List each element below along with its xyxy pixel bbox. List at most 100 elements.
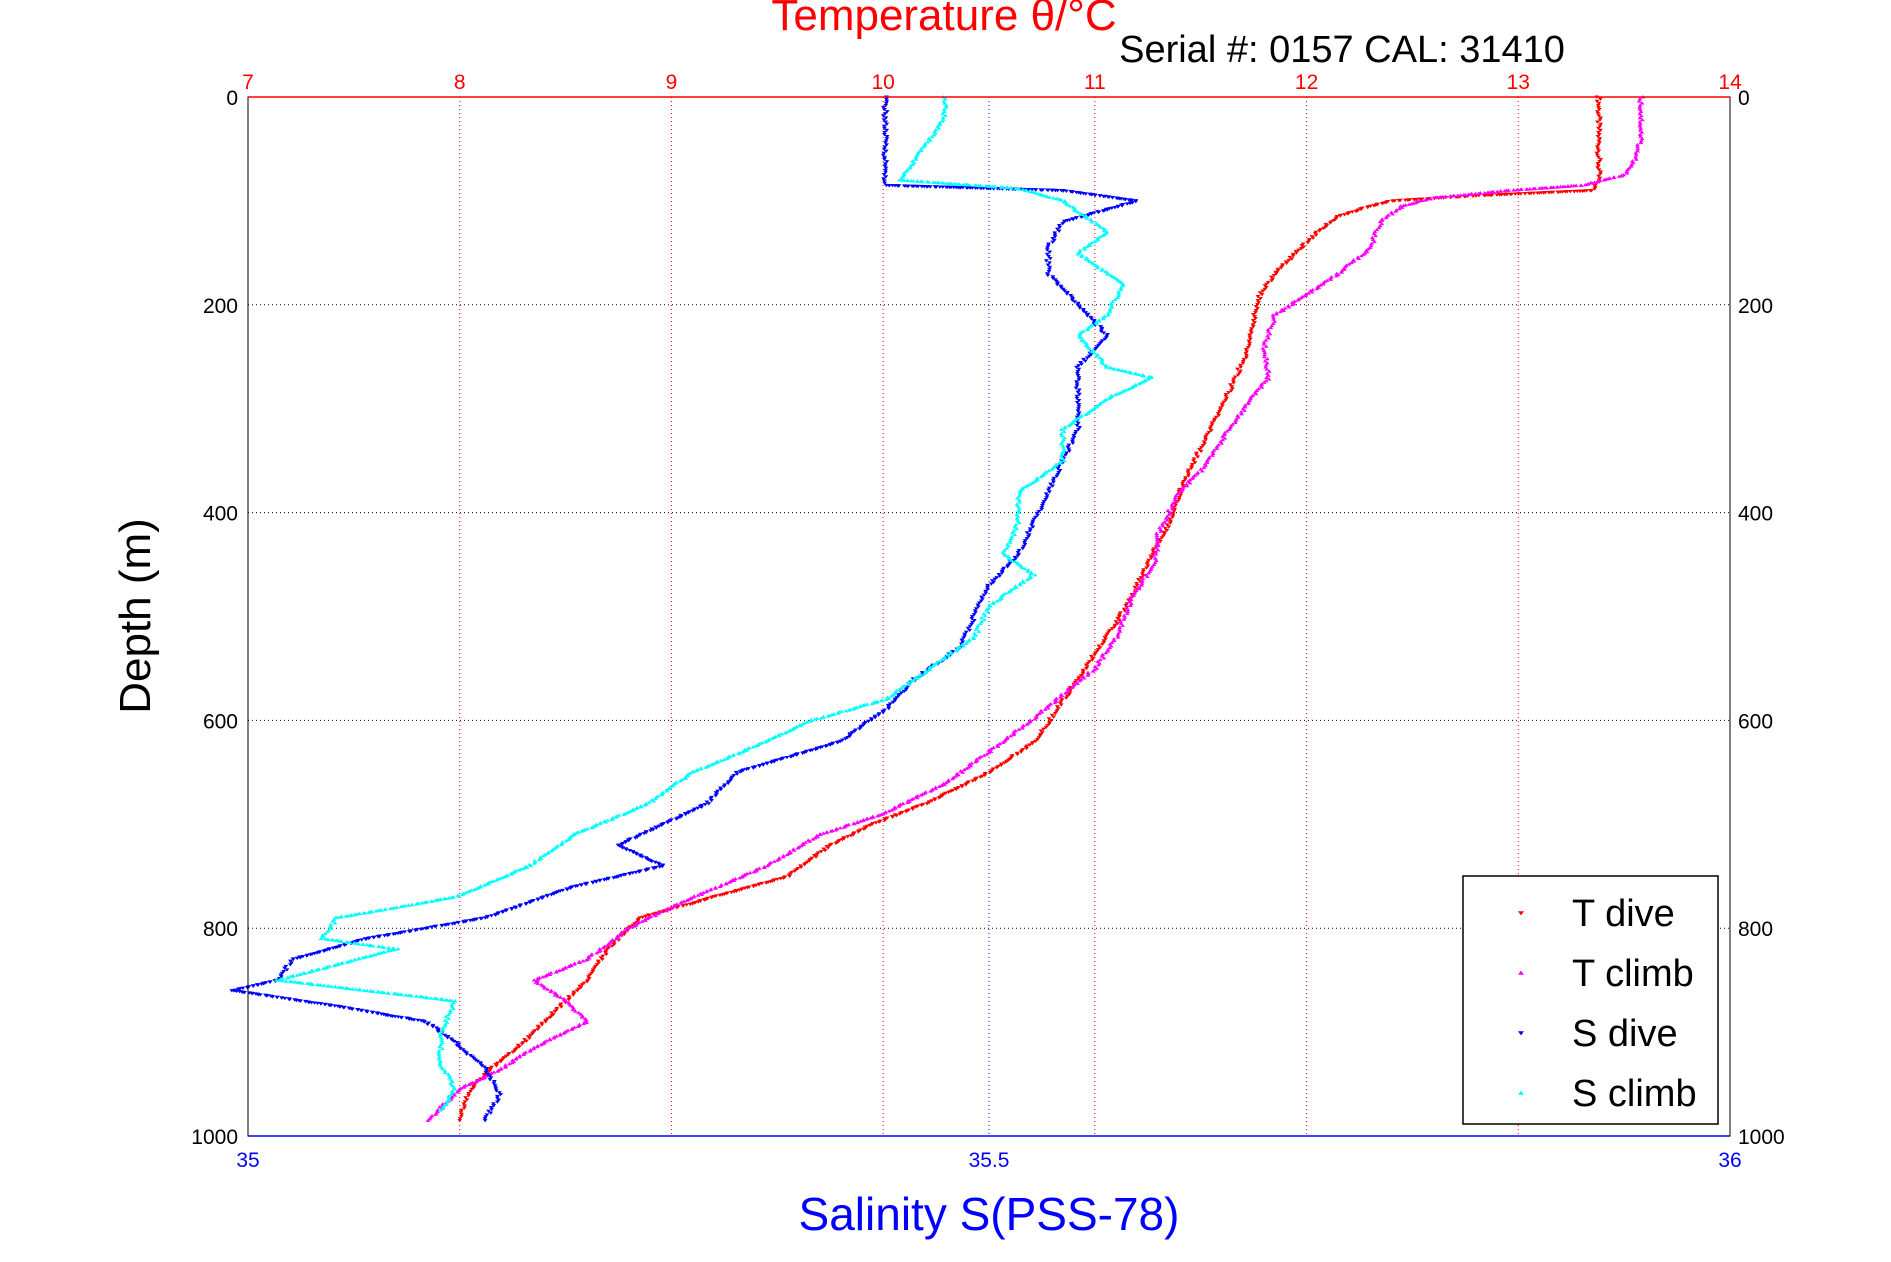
data-point [881, 151, 887, 156]
data-point [1032, 188, 1038, 192]
data-point [1497, 189, 1503, 193]
data-point [645, 858, 651, 862]
data-point [1253, 316, 1258, 321]
data-point [991, 580, 997, 585]
data-point [956, 786, 961, 790]
data-point [600, 945, 606, 950]
data-point [513, 1057, 519, 1061]
data-point [460, 892, 465, 896]
data-point [1171, 509, 1177, 514]
data-point [1074, 371, 1080, 376]
data-point [581, 1021, 587, 1026]
data-point [850, 707, 856, 711]
data-point [985, 606, 991, 610]
depth-tick-label-left: 600 [203, 710, 238, 733]
data-point [932, 129, 938, 134]
data-point [1029, 742, 1035, 746]
data-point [872, 716, 878, 720]
data-point [1595, 166, 1600, 170]
depth-tick-label-right: 600 [1738, 710, 1773, 733]
data-point [1180, 481, 1185, 486]
data-point [1198, 445, 1204, 450]
data-point [1376, 225, 1382, 230]
data-point [1025, 483, 1031, 488]
data-point [439, 1046, 445, 1051]
data-point [670, 784, 676, 788]
data-point [747, 870, 753, 875]
data-point [882, 126, 887, 131]
data-point [690, 809, 696, 813]
data-point [963, 783, 969, 787]
data-point [1106, 396, 1112, 400]
data-point [1048, 482, 1053, 486]
data-point [788, 755, 794, 759]
data-point [1089, 220, 1095, 224]
data-point [363, 937, 369, 942]
data-point [1266, 377, 1272, 381]
data-point [1031, 517, 1037, 522]
data-point [392, 947, 398, 951]
data-point [976, 629, 982, 633]
data-point [1077, 306, 1083, 310]
data-point [485, 1072, 491, 1076]
data-point [910, 162, 916, 166]
data-point [845, 835, 851, 839]
data-point [461, 1085, 467, 1089]
data-point [910, 179, 916, 183]
data-point [1139, 578, 1145, 582]
data-point [1136, 585, 1142, 589]
data-point [1050, 276, 1056, 281]
data-point [278, 973, 284, 977]
data-point [979, 615, 984, 620]
data-point [1260, 289, 1266, 293]
data-point [432, 898, 438, 903]
data-point [510, 1050, 516, 1054]
data-point [351, 958, 357, 962]
data-point [1637, 120, 1643, 124]
data-point [1589, 181, 1595, 185]
data-point [1015, 496, 1020, 500]
data-point [1481, 193, 1487, 198]
data-point [930, 664, 936, 668]
data-point [1213, 415, 1219, 420]
data-point [498, 1093, 504, 1097]
data-point [623, 848, 629, 852]
data-point [482, 1117, 488, 1121]
data-point [1102, 635, 1108, 640]
data-point [586, 976, 592, 981]
data-point [284, 968, 290, 972]
data-point [289, 961, 294, 965]
data-point [1017, 498, 1022, 502]
data-point [1004, 546, 1010, 550]
data-point [1116, 289, 1121, 294]
data-point [1145, 377, 1151, 381]
data-point [1432, 195, 1438, 200]
data-point [473, 1079, 479, 1084]
data-point [459, 1108, 465, 1112]
data-point [633, 806, 639, 811]
data-point [625, 926, 631, 930]
data-point [1511, 188, 1517, 192]
data-point [1099, 357, 1105, 361]
data-point [946, 790, 951, 795]
data-point [1064, 292, 1070, 296]
data-point [1064, 202, 1070, 207]
data-point [408, 993, 414, 998]
data-point [1153, 546, 1159, 550]
data-point [659, 792, 665, 797]
data-point [967, 183, 972, 187]
data-point [1262, 352, 1268, 357]
data-point [1169, 503, 1175, 507]
data-point [328, 922, 334, 927]
data-point [1374, 227, 1380, 232]
data-point [1377, 219, 1383, 224]
data-point [883, 175, 889, 179]
data-point [1116, 631, 1121, 635]
data-point [1144, 562, 1150, 566]
data-point [1278, 266, 1284, 270]
data-point [644, 916, 650, 921]
data-point [1070, 190, 1076, 194]
data-point [1079, 338, 1085, 343]
data-point [905, 184, 911, 188]
data-point [802, 863, 808, 867]
